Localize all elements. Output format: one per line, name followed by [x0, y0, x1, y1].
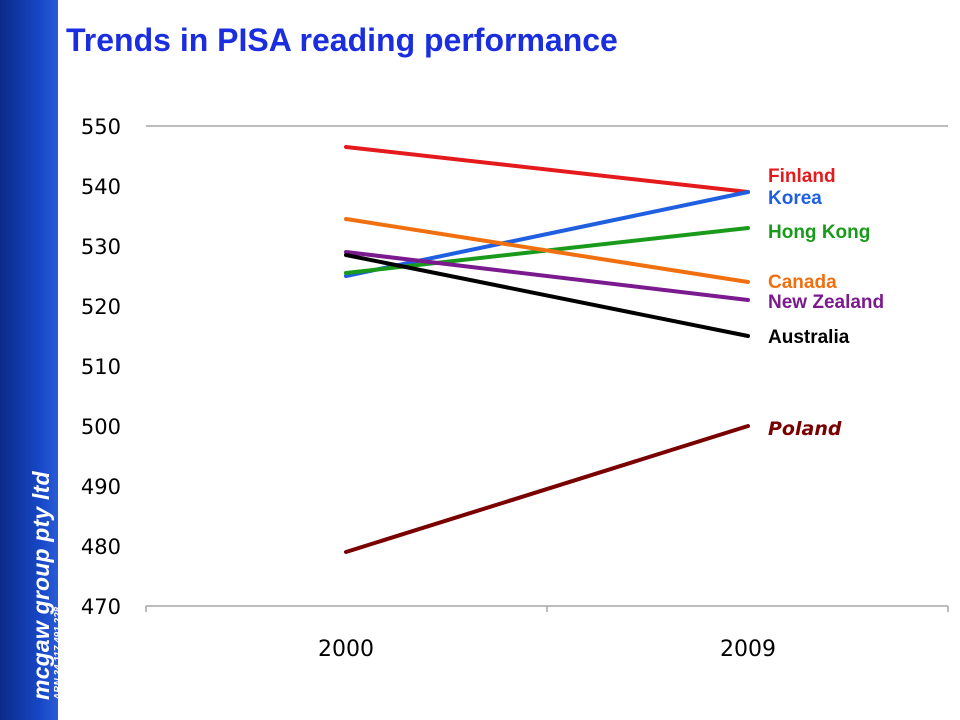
y-tick-label: 510	[81, 355, 121, 379]
series-label-new-zealand: New Zealand	[768, 292, 884, 313]
series-label-hong-kong: Hong Kong	[768, 222, 870, 243]
series-line-new-zealand	[344, 250, 750, 302]
y-tick-label: 480	[81, 535, 121, 559]
series-label-australia: Australia	[768, 327, 850, 348]
y-tick-label: 470	[81, 595, 121, 619]
x-tick-label: 2000	[318, 637, 374, 662]
series-line-poland	[344, 424, 750, 554]
chart-axes: 550 540 530 520 510 500 490 480 470 2000 2009	[81, 115, 949, 662]
series-line-australia	[344, 253, 750, 338]
series-line-finland	[344, 145, 750, 194]
chart-series	[344, 145, 750, 554]
y-tick-label: 550	[81, 115, 121, 139]
y-tick-label: 500	[81, 415, 121, 439]
page-title: Trends in PISA reading performance	[66, 22, 618, 58]
x-tick-label: 2009	[720, 637, 776, 662]
y-tick-label: 540	[81, 175, 121, 199]
y-tick-label: 490	[81, 475, 121, 499]
y-tick-label: 520	[81, 295, 121, 319]
series-line-canada	[344, 217, 750, 284]
series-label-canada: Canada	[768, 272, 837, 293]
series-label-finland: Finland	[768, 166, 836, 187]
series-label-poland: Poland	[768, 418, 842, 440]
series-label-korea: Korea	[768, 188, 822, 209]
sidebar-bar: mcgaw group pty ltd ABN 34 117 491 228	[0, 0, 64, 720]
y-tick-label: 530	[81, 235, 121, 259]
